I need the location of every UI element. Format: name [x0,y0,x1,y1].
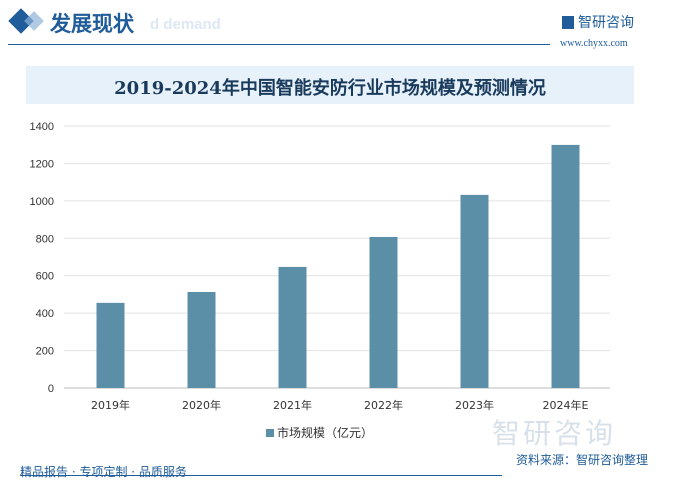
y-tick-label: 800 [36,233,54,245]
chart-title-box: 2019-2024年中国智能安防行业市场规模及预测情况 [26,66,634,104]
y-tick-label: 0 [48,383,54,395]
x-tick-label: 2024年E [543,398,589,412]
legend: 市场规模（亿元） [266,424,373,441]
y-tick-label: 400 [36,308,54,320]
bar [187,291,216,388]
brand-logo: 智研咨询 [562,12,634,32]
logo-icon [562,16,574,29]
header-divider [8,44,550,45]
footer-slogan: 精品报告 · 专项定制 · 品质服务 [20,465,187,479]
section-title: 发展现状 [50,12,134,36]
bar [551,144,580,388]
x-tick-label: 2022年 [364,398,403,412]
x-tick-label: 2021年 [273,398,312,412]
bar [96,302,125,388]
y-tick-label: 1200 [30,158,54,170]
y-tick-label: 1000 [30,196,54,208]
watermark-logo: 智研咨询 [492,417,617,450]
x-tick-label: 2019年 [91,398,130,412]
bar [369,236,398,388]
logo-url: www.chyxx.com [560,38,628,49]
logo-text: 智研咨询 [578,15,634,31]
x-tick-label: 2020年 [182,398,221,412]
y-tick-label: 1400 [30,121,54,133]
chart-title: 2019-2024年中国智能安防行业市场规模及预测情况 [114,78,546,99]
bar [460,194,489,388]
y-tick-label: 200 [36,346,54,358]
y-tick-label: 600 [36,271,54,283]
source-note: 资料来源：智研咨询整理 [516,453,649,467]
footer-divider [20,475,502,476]
bar [278,266,307,388]
header-ghost-text: d demand [150,16,221,33]
legend-label: 市场规模（亿元） [277,426,374,440]
x-tick-label: 2023年 [455,398,494,412]
legend-swatch [266,429,274,437]
